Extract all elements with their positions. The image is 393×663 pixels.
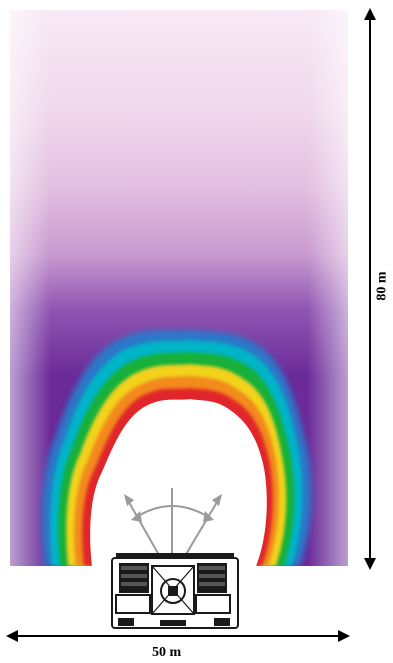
arrowhead-left xyxy=(124,494,134,506)
arc-tip-left xyxy=(131,511,142,522)
double-arrow-vertical-icon xyxy=(364,8,376,570)
arc-tip-right xyxy=(203,511,214,522)
coverage-core xyxy=(90,399,267,566)
intensity-bands xyxy=(41,330,312,566)
beam-arc xyxy=(134,505,211,519)
radar-array-icon xyxy=(111,553,239,629)
double-arrow-horizontal-icon xyxy=(6,630,350,642)
arrowhead-right xyxy=(212,494,222,506)
height-dimension-label: 80 m xyxy=(374,271,390,301)
width-dimension-label: 50 m xyxy=(152,645,182,660)
coverage-arc-icon xyxy=(124,488,222,566)
coverage-field xyxy=(10,10,348,566)
